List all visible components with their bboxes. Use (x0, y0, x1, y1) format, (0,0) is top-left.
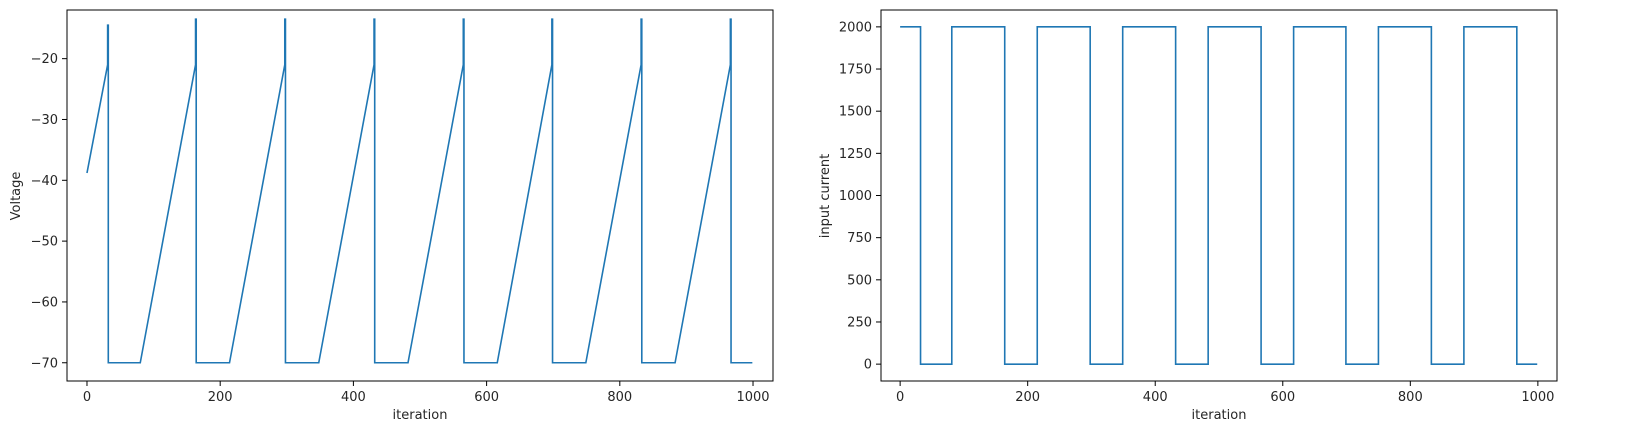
y-tick-label: 0 (864, 358, 872, 373)
y-tick-label: 750 (847, 231, 872, 246)
y-tick-label: −40 (31, 174, 58, 189)
y-tick-label: −50 (31, 235, 58, 250)
tick-group: 0 200 400 600 800 1000 0 250 500 750 1000 1250 1500 1… (839, 20, 1555, 405)
y-tick-label: 1750 (839, 63, 872, 78)
y-tick-label: 1000 (839, 189, 872, 204)
x-tick-label: 400 (1143, 390, 1168, 405)
x-axis-label: iteration (393, 408, 448, 423)
plot-frame (66, 9, 774, 382)
y-tick-label: 500 (847, 273, 872, 288)
y-tick-label: 1500 (839, 105, 872, 120)
x-tick-label: 600 (1270, 390, 1295, 405)
input-current-line (900, 26, 1538, 365)
y-tick-label: −30 (31, 113, 58, 128)
voltage-line (86, 18, 753, 364)
x-tick-label: 400 (341, 390, 366, 405)
x-tick-label: 800 (607, 390, 632, 405)
tick-group: 0 200 400 600 800 1000 −70 −60 −50 −40 −30 −20 (31, 52, 770, 405)
y-tick-label: −70 (31, 356, 58, 371)
plot-frame (880, 9, 1558, 382)
x-tick-label: 200 (1015, 390, 1040, 405)
y-tick-label: −20 (31, 52, 58, 67)
x-tick-label: 0 (896, 390, 904, 405)
x-tick-label: 1000 (736, 390, 769, 405)
x-tick-label: 600 (474, 390, 499, 405)
y-axis-label: input current (818, 154, 833, 238)
y-axis-label: Voltage (9, 172, 24, 221)
x-tick-label: 1000 (1521, 390, 1554, 405)
y-tick-label: 2000 (839, 20, 872, 35)
y-tick-label: 250 (847, 315, 872, 330)
input-current-plot: 0 200 400 600 800 1000 0 250 500 750 1000 1250 1500 1… (818, 9, 1558, 423)
y-tick-label: −60 (31, 295, 58, 310)
voltage-plot: 0 200 400 600 800 1000 −70 −60 −50 −40 −30 −20 iter… (9, 9, 774, 423)
x-axis-label: iteration (1192, 408, 1247, 423)
x-tick-label: 200 (208, 390, 233, 405)
x-tick-label: 0 (83, 390, 91, 405)
y-tick-label: 1250 (839, 147, 872, 162)
x-tick-label: 800 (1398, 390, 1423, 405)
